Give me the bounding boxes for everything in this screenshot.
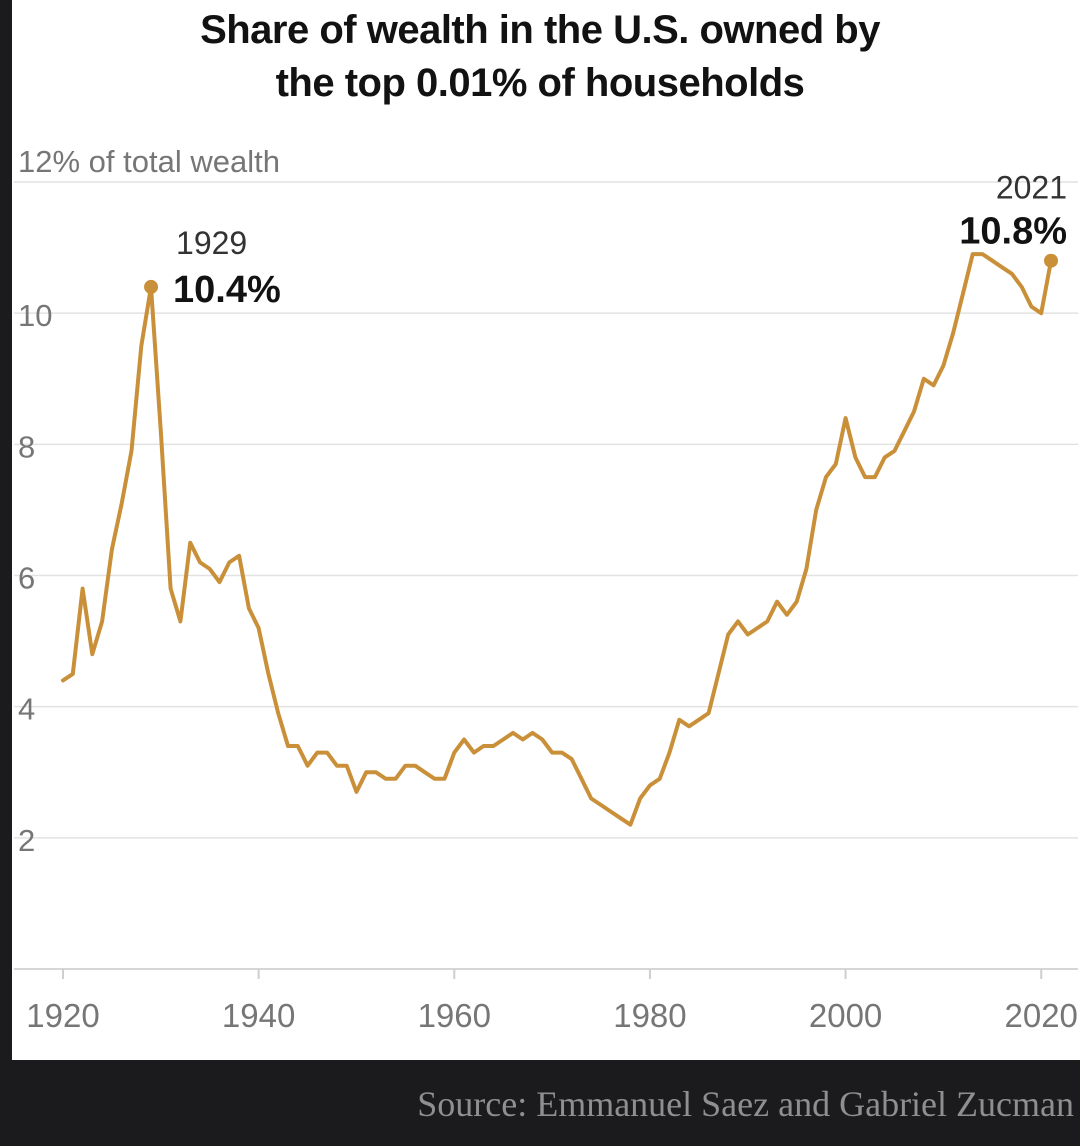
x-tick-label-1940: 1940	[222, 997, 295, 1034]
y-tick-label-6: 6	[18, 561, 35, 596]
x-tick-label-2020: 2020	[1005, 997, 1078, 1034]
annotation-dot-1929	[144, 279, 159, 294]
y-tick-label-4: 4	[18, 692, 35, 727]
y-tick-label-8: 8	[18, 429, 35, 464]
annotations: 1929 10.4% 2021 10.8%	[144, 170, 1067, 311]
y-tick-label-10: 10	[18, 298, 52, 333]
y-axis-ticks: 2 4 6 8 10 12% of total wealth	[18, 144, 280, 858]
series-layer	[61, 252, 1053, 827]
x-tick-label-1960: 1960	[418, 997, 491, 1034]
annotation-year-2021: 2021	[996, 170, 1067, 206]
x-tick-label-2000: 2000	[809, 997, 882, 1034]
source-note: Source: Emmanuel Saez and Gabriel Zucman	[417, 1084, 1074, 1124]
annotation-year-1929: 1929	[176, 225, 247, 261]
source-bar	[0, 1060, 1080, 1146]
y-axis-top-label: 12% of total wealth	[18, 144, 280, 179]
series-line-0	[61, 252, 1053, 827]
annotation-value-2021: 10.8%	[959, 211, 1067, 253]
annotation-value-1929: 10.4%	[173, 269, 281, 311]
x-tick-label-1920: 1920	[26, 997, 99, 1034]
gridlines	[14, 181, 1078, 970]
chart-title: Share of wealth in the U.S. owned by the…	[0, 4, 1080, 110]
chart-panel	[12, 0, 1080, 1060]
annotation-dot-2021	[1044, 253, 1058, 268]
chart-title-line-2: the top 0.01% of households	[275, 61, 805, 105]
x-axis-ticks: 1920 1940 1960 1980 2000 2020	[26, 969, 1078, 1034]
chart-title-line-1: Share of wealth in the U.S. owned by	[200, 8, 880, 52]
y-tick-label-2: 2	[18, 823, 35, 858]
x-tick-label-1980: 1980	[613, 997, 686, 1034]
